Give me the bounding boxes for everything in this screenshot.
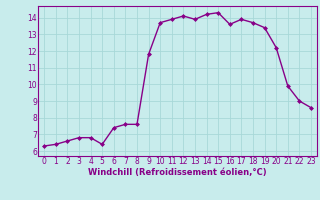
X-axis label: Windchill (Refroidissement éolien,°C): Windchill (Refroidissement éolien,°C) bbox=[88, 168, 267, 177]
